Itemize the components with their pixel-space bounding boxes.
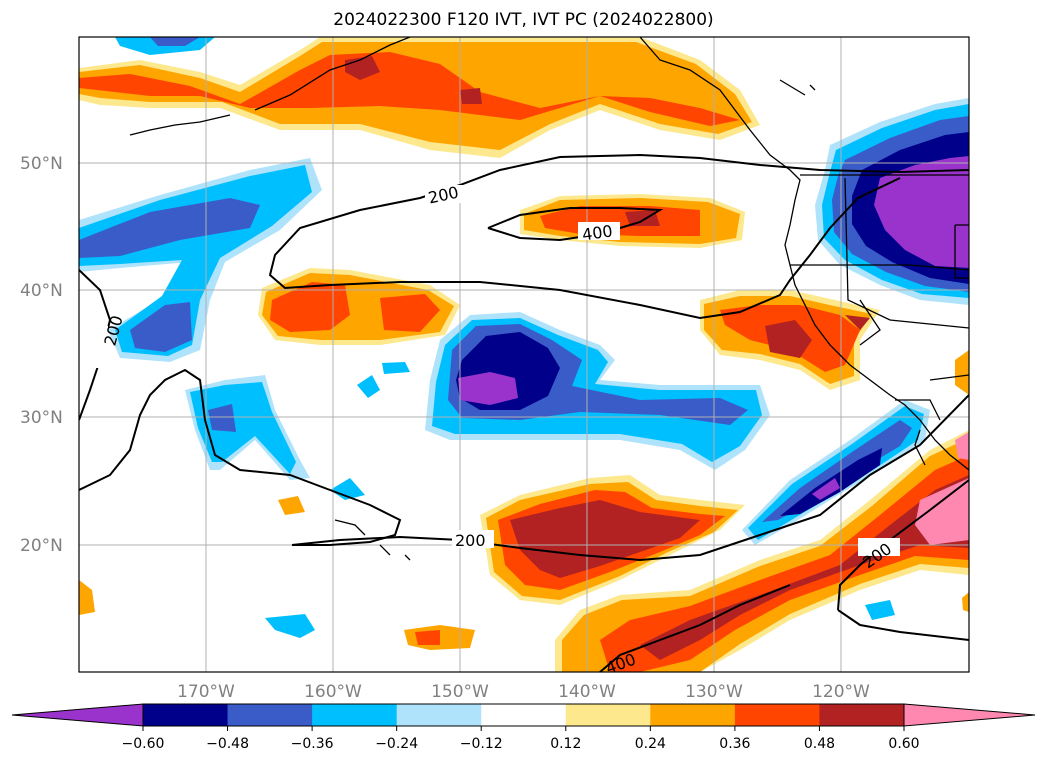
negative-anomaly-tiny3 bbox=[330, 478, 365, 500]
latitude-labels: 50°N 40°N 30°N 20°N bbox=[20, 154, 63, 556]
colorbar-segment bbox=[565, 704, 651, 726]
colorbar-tick-label: −0.12 bbox=[460, 736, 503, 752]
negative-anomaly-west-core2 bbox=[130, 302, 192, 352]
negative-anomaly-small2 bbox=[382, 362, 410, 374]
colorbar-tick-label: 0.60 bbox=[888, 736, 919, 752]
negative-anomaly-small bbox=[357, 375, 380, 398]
colorbar-segment bbox=[481, 704, 567, 726]
colorbar-segment bbox=[227, 704, 313, 726]
positive-anomaly-calif-dark bbox=[765, 320, 812, 358]
negative-anomaly-tiny2 bbox=[265, 614, 315, 638]
colorbar-tick-label: −0.36 bbox=[291, 736, 334, 752]
map-frame bbox=[78, 36, 970, 673]
lon-label: 140°W bbox=[558, 682, 616, 702]
lon-label: 170°W bbox=[177, 682, 235, 702]
gridlines bbox=[79, 37, 969, 672]
colorbar-frame bbox=[142, 703, 905, 727]
positive-anomaly-w-mid bbox=[270, 282, 350, 332]
positive-anomaly-north-spot bbox=[555, 68, 625, 92]
positive-anomaly-sub-dark bbox=[510, 500, 700, 578]
colorbar: −0.60 −0.48 −0.36 −0.24 −0.12 0.12 0.24 0.36 0.4… bbox=[11, 703, 1036, 752]
positive-anomaly-edge bbox=[955, 350, 969, 395]
colorbar-tick-label: −0.48 bbox=[206, 736, 249, 752]
lon-label: 120°W bbox=[812, 682, 870, 702]
negative-anomaly-ne-core bbox=[874, 156, 969, 268]
negative-anomaly-sw-core bbox=[208, 404, 236, 432]
colorbar-tick-label: 0.48 bbox=[804, 736, 835, 752]
lat-label: 20°N bbox=[20, 536, 63, 556]
coastlines bbox=[129, 37, 969, 561]
colorbar-tick-label: −0.60 bbox=[122, 736, 165, 752]
contour-200-north bbox=[268, 153, 969, 320]
negative-anomaly-top-core bbox=[150, 37, 200, 46]
negative-anomaly-sw-inner bbox=[190, 382, 296, 474]
positive-anomaly-se-strong2 bbox=[955, 432, 969, 460]
colorbar-tick-label: 0.36 bbox=[719, 736, 750, 752]
positive-anomaly-w-mid2 bbox=[380, 294, 440, 332]
colorbar-segment bbox=[819, 704, 905, 726]
map-title: 2024022300 F120 IVT, IVT PC (2024022800) bbox=[333, 10, 714, 30]
longitude-labels: 170°W 160°W 150°W 140°W 130°W 120°W bbox=[177, 682, 870, 702]
positive-anomaly-tiny-orange bbox=[278, 496, 305, 515]
positive-anomaly-left bbox=[79, 580, 95, 615]
colorbar-segment bbox=[312, 704, 398, 726]
colorbar-segment bbox=[734, 704, 820, 726]
lat-label: 30°N bbox=[20, 408, 63, 428]
positive-anomaly-north-dark2 bbox=[460, 88, 482, 104]
contour-400-north bbox=[487, 207, 664, 242]
lon-label: 160°W bbox=[304, 682, 362, 702]
negative-anomaly-central-core bbox=[458, 372, 518, 405]
colorbar-segment bbox=[650, 704, 736, 726]
contour-200-sw bbox=[79, 368, 402, 546]
negative-anomaly-west-core bbox=[79, 198, 260, 258]
contour-200-se2 bbox=[837, 609, 969, 641]
negative-anomaly-se-mid bbox=[762, 420, 912, 522]
colorbar-segment bbox=[396, 704, 482, 726]
colorbar-tick-label: 0.24 bbox=[635, 736, 666, 752]
lat-label: 50°N bbox=[20, 154, 63, 174]
positive-anomaly-mid-dark bbox=[625, 210, 660, 226]
contour-200-south bbox=[291, 394, 969, 562]
positive-anomaly-se-mid bbox=[600, 455, 969, 672]
colorbar-extend-high bbox=[903, 703, 1036, 727]
contour-400-south bbox=[599, 584, 791, 672]
ivt-pc-fields bbox=[79, 37, 969, 672]
colorbar-tick-label: 0.12 bbox=[550, 736, 581, 752]
colorbar-tick-label: −0.24 bbox=[375, 736, 418, 752]
positive-anomaly-se-strong bbox=[915, 478, 969, 545]
negative-anomaly-se-core bbox=[812, 478, 840, 500]
contour-label: 400 bbox=[581, 221, 614, 244]
colorbar-segment bbox=[143, 704, 229, 726]
negative-anomaly-tiny bbox=[865, 600, 895, 620]
lat-label: 40°N bbox=[20, 281, 63, 301]
lon-label: 130°W bbox=[685, 682, 743, 702]
positive-anomaly-sub-small2 bbox=[415, 630, 440, 645]
positive-anomaly-right bbox=[962, 592, 969, 612]
colorbar-extend-low bbox=[11, 703, 144, 727]
lon-label: 150°W bbox=[431, 682, 489, 702]
positive-anomaly-calif-dark2 bbox=[845, 315, 870, 330]
positive-anomaly-north-mid bbox=[79, 52, 740, 126]
contour-label: 200 bbox=[455, 531, 486, 550]
